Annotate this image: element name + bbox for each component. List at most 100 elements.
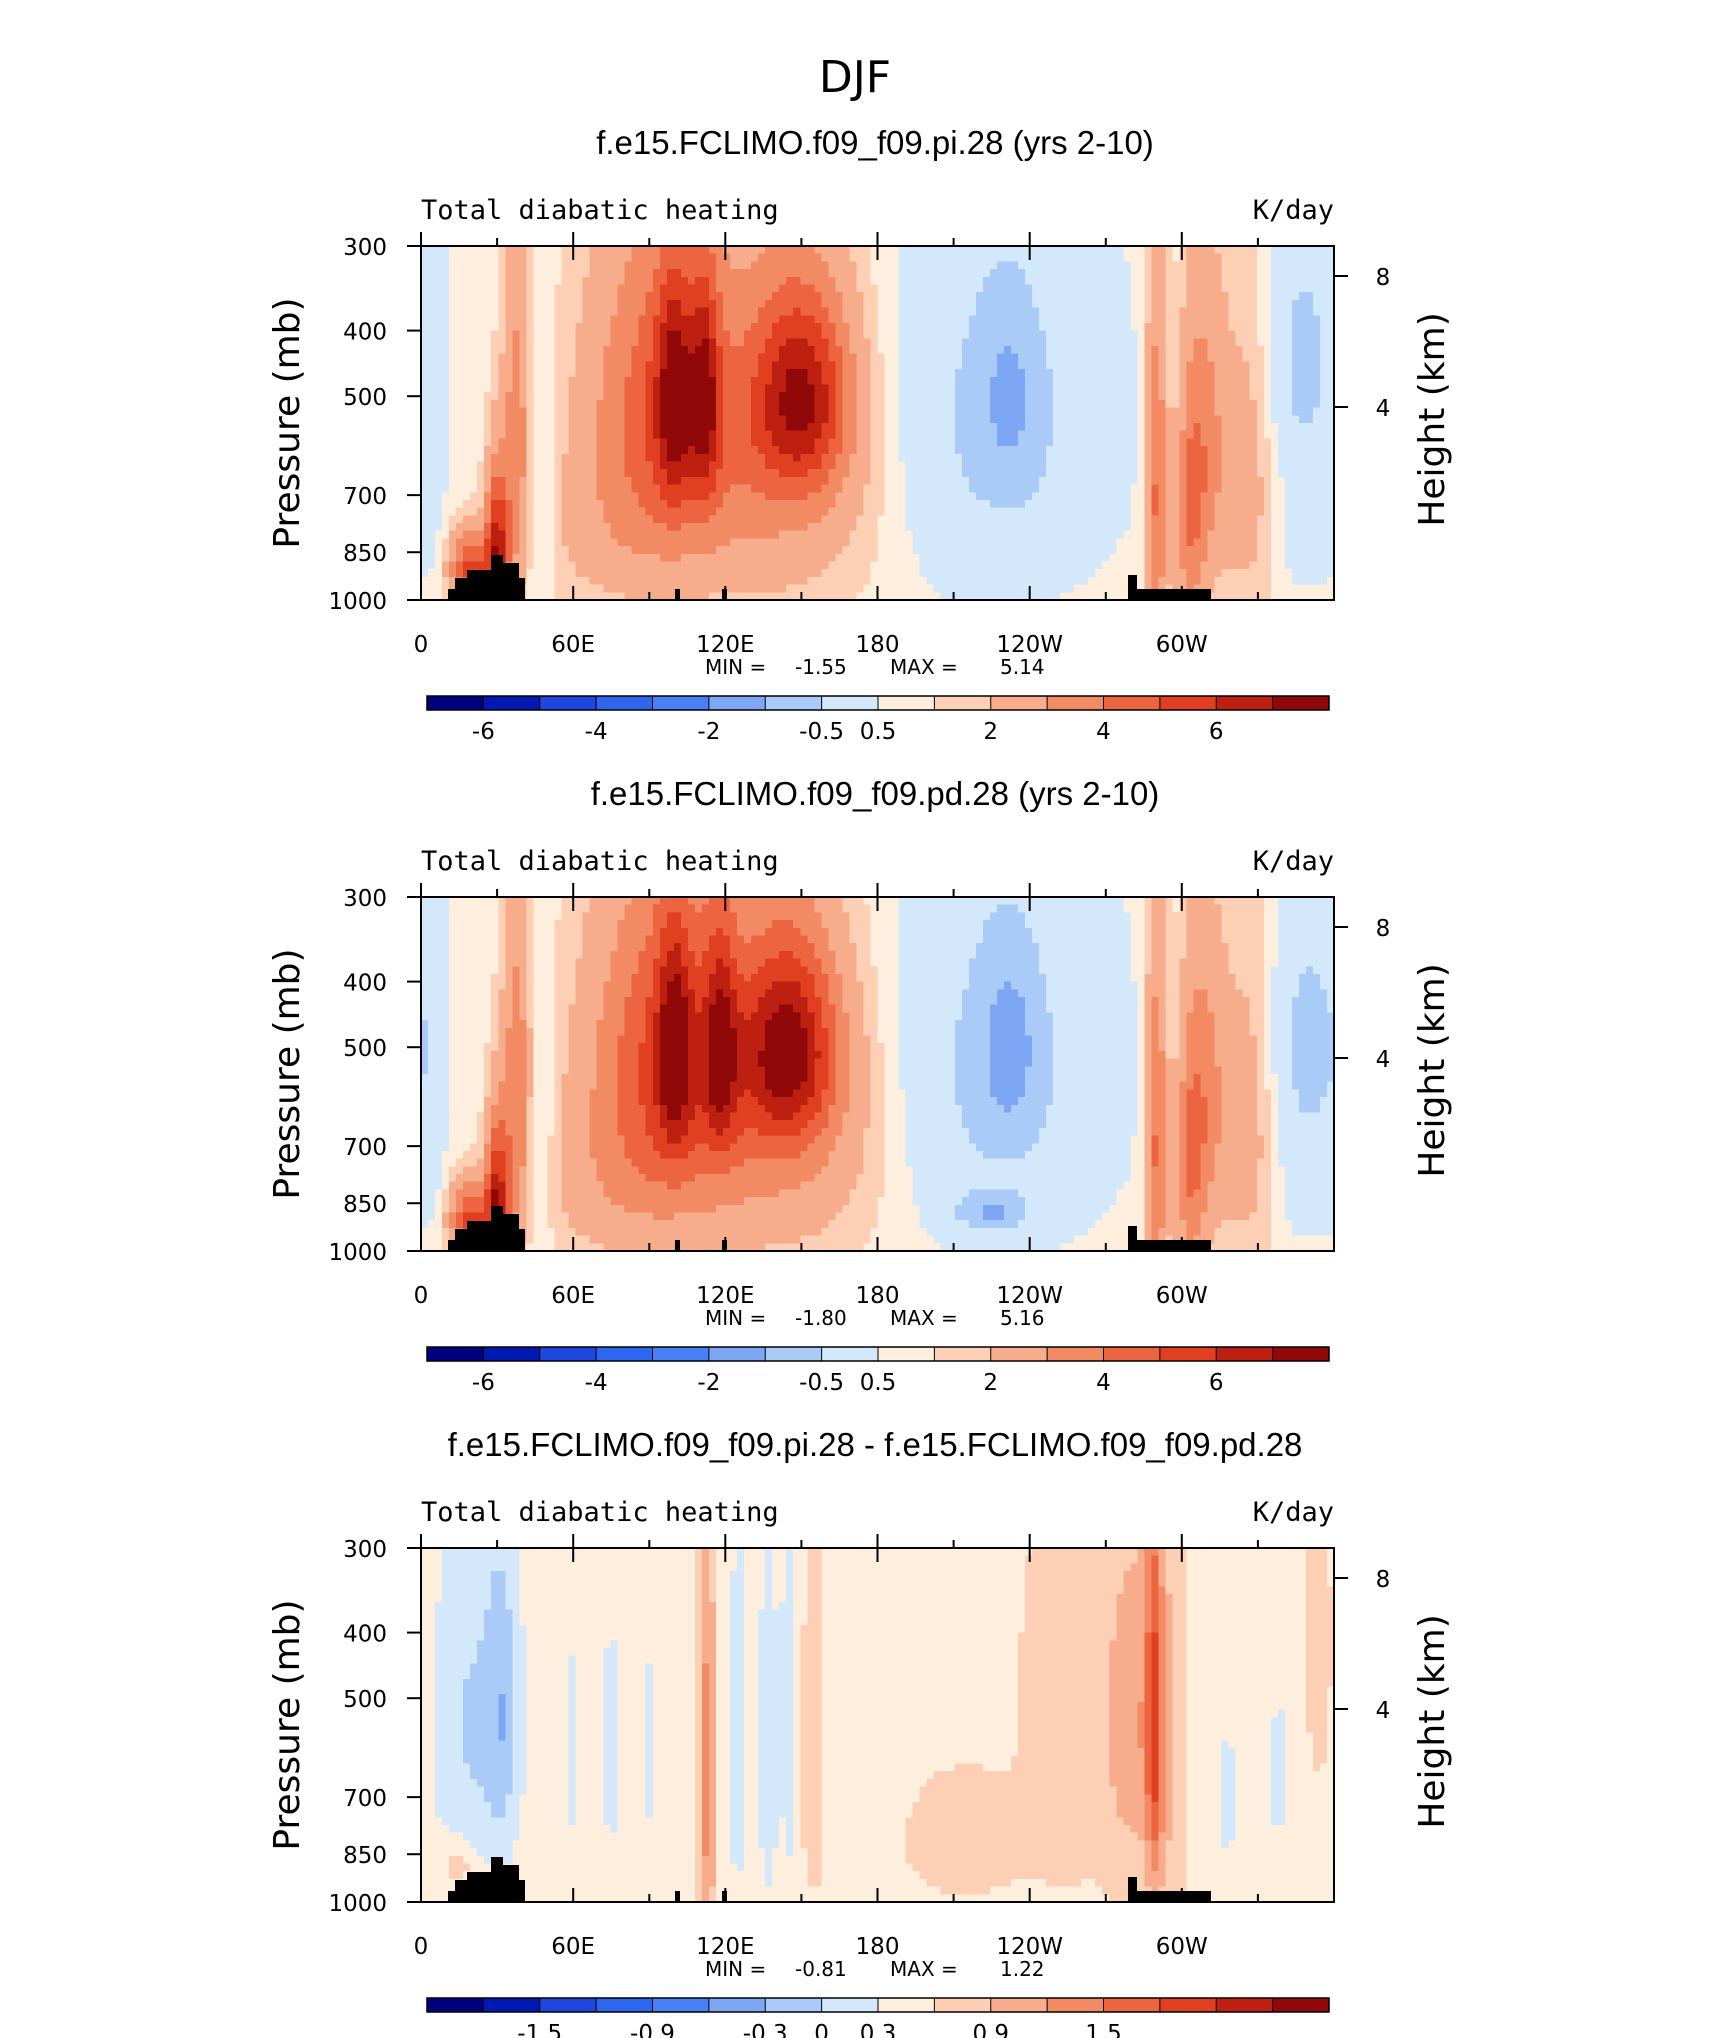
field-cell bbox=[1144, 346, 1152, 355]
field-cell bbox=[680, 530, 689, 540]
field-cell bbox=[596, 261, 605, 270]
field-cell bbox=[1109, 492, 1117, 501]
field-cell bbox=[786, 407, 794, 416]
field-cell bbox=[940, 338, 949, 347]
field-cell bbox=[1221, 507, 1230, 516]
field-cell bbox=[610, 307, 619, 316]
field-cell bbox=[1074, 269, 1082, 278]
field-cell bbox=[1305, 369, 1314, 378]
field-cell bbox=[428, 399, 436, 409]
field-cell bbox=[947, 484, 956, 493]
field-cell bbox=[526, 453, 534, 463]
field-cell bbox=[1137, 384, 1145, 393]
field-cell bbox=[940, 415, 949, 424]
field-cell bbox=[793, 376, 801, 386]
field-cell bbox=[477, 499, 485, 509]
field-cell bbox=[1298, 269, 1307, 278]
field-cell bbox=[456, 507, 464, 516]
field-cell bbox=[617, 392, 626, 401]
field-cell bbox=[751, 499, 759, 509]
field-cell bbox=[1067, 292, 1075, 301]
field-cell bbox=[1102, 346, 1110, 355]
field-cell bbox=[1088, 269, 1096, 278]
field-cell bbox=[1228, 261, 1237, 270]
field-cell bbox=[533, 269, 541, 278]
field-cell bbox=[1228, 338, 1237, 347]
field-cell bbox=[666, 430, 675, 439]
field-cell bbox=[547, 523, 556, 532]
field-cell bbox=[1158, 284, 1167, 293]
field-cell bbox=[828, 484, 836, 493]
field-cell bbox=[666, 353, 675, 363]
field-cell bbox=[540, 261, 549, 270]
field-cell bbox=[996, 292, 1005, 301]
field-cell bbox=[428, 423, 436, 432]
field-cell bbox=[968, 261, 977, 270]
field-cell bbox=[1095, 369, 1103, 378]
field-cell bbox=[554, 307, 563, 316]
field-cell bbox=[1088, 399, 1096, 409]
field-cell bbox=[1256, 346, 1265, 355]
field-cell bbox=[701, 307, 710, 316]
field-cell bbox=[498, 299, 506, 309]
field-cell bbox=[926, 330, 935, 339]
field-cell bbox=[1074, 407, 1082, 416]
field-cell bbox=[575, 330, 584, 339]
field-cell bbox=[1207, 315, 1216, 324]
field-cell bbox=[687, 392, 696, 401]
field-cell bbox=[652, 361, 661, 370]
field-cell bbox=[554, 392, 563, 401]
field-cell bbox=[505, 453, 513, 463]
field-cell bbox=[884, 515, 893, 524]
field-cell bbox=[1228, 423, 1237, 432]
field-cell bbox=[1200, 515, 1209, 524]
field-cell bbox=[758, 353, 766, 363]
field-cell bbox=[758, 307, 766, 316]
field-cell bbox=[849, 469, 858, 478]
field-cell bbox=[638, 299, 647, 309]
field-cell bbox=[477, 376, 485, 386]
field-cell bbox=[652, 453, 661, 463]
field-cell bbox=[772, 307, 780, 316]
field-cell bbox=[905, 469, 914, 478]
field-cell bbox=[708, 322, 717, 332]
field-cell bbox=[463, 499, 471, 509]
field-cell bbox=[1207, 284, 1216, 293]
field-cell bbox=[1193, 299, 1202, 309]
field-cell bbox=[1151, 361, 1160, 370]
field-cell bbox=[842, 430, 850, 439]
field-cell bbox=[884, 361, 893, 370]
field-cell bbox=[1046, 369, 1054, 378]
field-cell bbox=[540, 253, 549, 262]
field-cell bbox=[547, 492, 556, 501]
field-cell bbox=[421, 269, 429, 278]
field-cell bbox=[751, 523, 759, 532]
field-cell bbox=[1116, 376, 1124, 386]
field-cell bbox=[1109, 307, 1117, 316]
field-cell bbox=[877, 284, 886, 293]
field-cell bbox=[610, 369, 619, 378]
field-cell bbox=[617, 423, 626, 432]
field-cell bbox=[891, 315, 900, 324]
field-cell bbox=[835, 407, 843, 416]
field-cell bbox=[617, 353, 626, 363]
field-cell bbox=[715, 453, 724, 463]
field-cell bbox=[589, 261, 598, 270]
field-cell bbox=[1242, 384, 1251, 393]
field-cell bbox=[905, 507, 914, 516]
field-cell bbox=[1032, 423, 1040, 432]
field-cell bbox=[519, 299, 527, 309]
field-cell bbox=[1095, 246, 1103, 255]
field-cell bbox=[1249, 246, 1258, 255]
field-cell bbox=[1074, 384, 1082, 393]
field-cell bbox=[912, 423, 921, 432]
field-cell bbox=[1179, 322, 1188, 332]
field-cell bbox=[1081, 438, 1089, 447]
field-cell bbox=[968, 376, 977, 386]
field-cell bbox=[666, 499, 675, 509]
field-cell bbox=[1319, 492, 1328, 501]
field-cell bbox=[589, 322, 598, 332]
field-cell bbox=[758, 276, 766, 286]
field-cell bbox=[1235, 353, 1244, 363]
field-cell bbox=[484, 269, 492, 278]
